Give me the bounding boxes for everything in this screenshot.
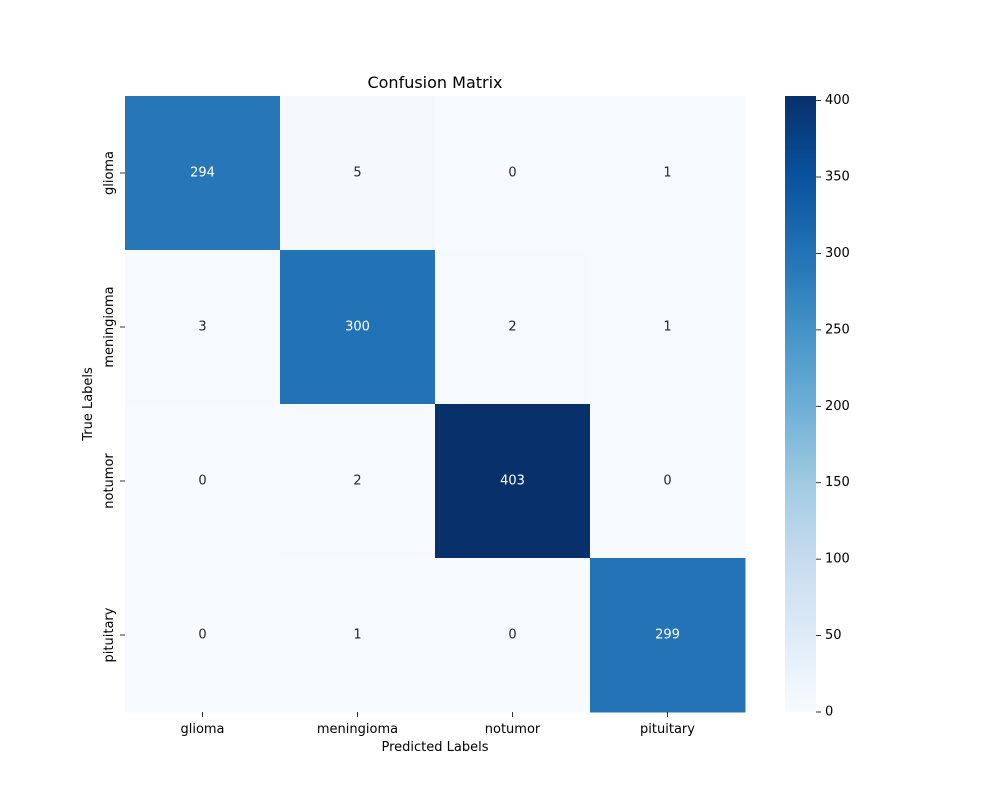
x-tick-label: pituitary bbox=[640, 722, 695, 737]
y-tick-label: notumor bbox=[102, 453, 117, 509]
colorbar-tick-label: 0 bbox=[825, 705, 833, 720]
heatmap-cell bbox=[280, 404, 436, 559]
heatmap-cell bbox=[590, 404, 746, 559]
chart-title: Confusion Matrix bbox=[367, 73, 502, 92]
heatmap-cell bbox=[280, 96, 436, 251]
cell-value-label: 0 bbox=[198, 628, 206, 643]
cell-value-label: 0 bbox=[508, 628, 516, 643]
heatmap-cell bbox=[590, 96, 746, 251]
cell-value-label: 0 bbox=[508, 166, 516, 181]
x-tick-label: notumor bbox=[485, 722, 541, 737]
colorbar: 0 50 100 150 200 250 300 350 400 bbox=[785, 93, 850, 720]
heatmap-cell bbox=[590, 558, 746, 713]
heatmap-cell bbox=[590, 250, 746, 405]
x-tick-label: meningioma bbox=[317, 722, 398, 737]
heatmap-cell bbox=[280, 558, 436, 713]
heatmap-cells bbox=[125, 96, 746, 713]
cell-value-label: 3 bbox=[198, 320, 206, 335]
heatmap-cell bbox=[435, 404, 591, 559]
heatmap-cell bbox=[125, 558, 281, 713]
heatmap-cell bbox=[280, 250, 436, 405]
heatmap-cell bbox=[435, 250, 591, 405]
colorbar-tick-label: 100 bbox=[825, 552, 850, 567]
cell-value-label: 0 bbox=[663, 474, 671, 489]
heatmap-cell bbox=[435, 96, 591, 251]
y-axis-ticks: glioma meningioma notumor pituitary bbox=[102, 151, 125, 662]
y-axis-label: True Labels bbox=[81, 367, 96, 442]
colorbar-tick-label: 150 bbox=[825, 475, 850, 490]
cell-value-label: 0 bbox=[198, 474, 206, 489]
cell-value-label: 299 bbox=[655, 628, 680, 643]
colorbar-gradient bbox=[785, 96, 816, 712]
y-tick-label: pituitary bbox=[102, 607, 117, 662]
colorbar-tick-label: 200 bbox=[825, 399, 850, 414]
heatmap-annotations: 294 5 0 1 3 300 2 1 0 2 403 0 0 1 0 299 bbox=[190, 166, 680, 643]
colorbar-tick-label: 350 bbox=[825, 170, 850, 185]
y-tick-label: meningioma bbox=[102, 286, 117, 367]
heatmap-cell bbox=[125, 250, 281, 405]
x-tick-label: glioma bbox=[180, 722, 224, 737]
cell-value-label: 1 bbox=[663, 166, 671, 181]
x-axis-ticks: glioma meningioma notumor pituitary bbox=[180, 712, 695, 737]
colorbar-tick-label: 300 bbox=[825, 246, 850, 261]
y-tick-label: glioma bbox=[102, 151, 117, 195]
colorbar-tick-label: 50 bbox=[825, 628, 842, 643]
colorbar-tick-label: 250 bbox=[825, 322, 850, 337]
heatmap-cell bbox=[125, 404, 281, 559]
cell-value-label: 2 bbox=[353, 474, 361, 489]
cell-value-label: 403 bbox=[500, 474, 525, 489]
cell-value-label: 2 bbox=[508, 320, 516, 335]
heatmap-cell bbox=[125, 96, 281, 251]
cell-value-label: 1 bbox=[353, 628, 361, 643]
cell-value-label: 1 bbox=[663, 320, 671, 335]
colorbar-tick-label: 400 bbox=[825, 93, 850, 108]
cell-value-label: 294 bbox=[190, 166, 215, 181]
cell-value-label: 300 bbox=[345, 320, 370, 335]
heatmap-cell bbox=[435, 558, 591, 713]
cell-value-label: 5 bbox=[353, 166, 361, 181]
x-axis-label: Predicted Labels bbox=[381, 740, 488, 755]
